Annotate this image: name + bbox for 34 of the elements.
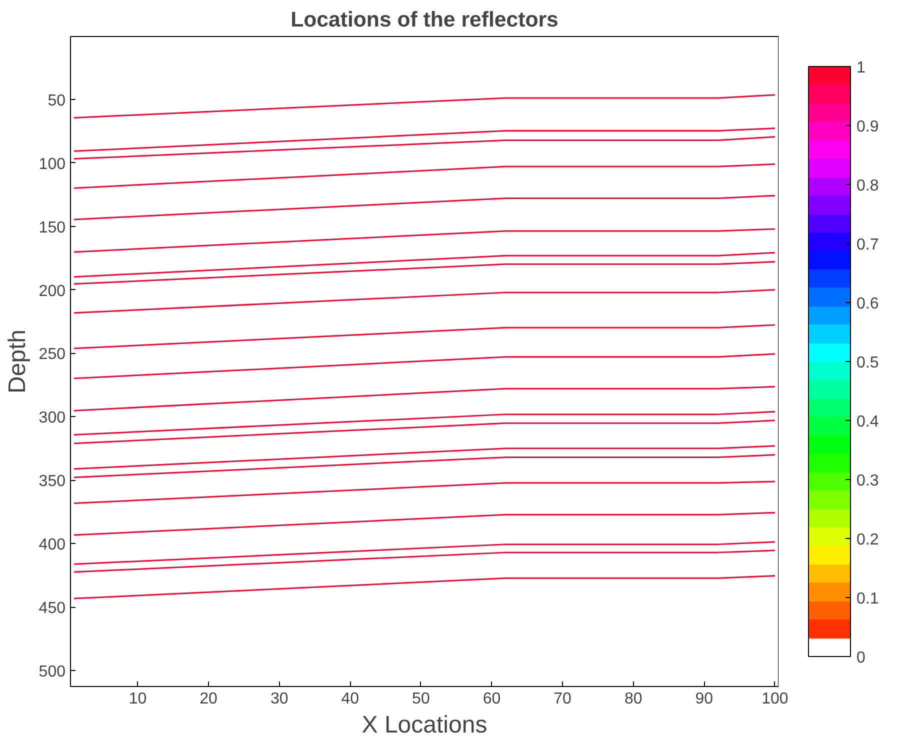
y-tick-label: 150 [38,219,66,236]
color-bar-label: 0.1 [856,590,879,608]
y-axis-title: Depth [4,329,31,394]
x-tick-label: 40 [341,690,360,708]
y-tick-label: 350 [38,473,66,490]
y-tick-label: 450 [38,600,66,618]
x-tick-label: 10 [128,690,147,708]
color-bar-label: 0.9 [856,118,879,136]
color-bar-label: 1 [856,60,866,76]
x-tick-label: 70 [554,690,572,708]
x-tick-label: 90 [695,690,714,708]
y-tick-label: 50 [48,92,66,110]
color-bar-label: 0.3 [856,472,879,490]
x-tick-label: 80 [624,690,642,708]
color-bar-label: 0.4 [856,414,879,430]
y-tick-label: 100 [38,156,66,173]
color-bar-label: 0.5 [856,354,879,372]
color-bar-label: 0.6 [856,296,879,312]
x-tick-label: 30 [270,690,288,708]
color-bar-label: 0.8 [856,178,879,194]
y-tick-label: 400 [38,536,66,554]
y-tick-label: 500 [38,664,66,681]
x-axis-title: X Locations [362,712,488,738]
x-tick-label: 100 [762,690,788,708]
y-tick-label: 250 [38,346,66,364]
color-bar-label: 0.7 [856,236,879,254]
x-tick-label: 50 [412,690,430,708]
y-tick-label: 200 [38,282,66,300]
y-tick-label: 300 [38,410,66,427]
x-tick-label: 20 [200,690,218,708]
x-tick-label: 60 [482,690,501,708]
color-bar-label: 0 [856,650,866,666]
color-bar-label: 0.2 [856,532,879,548]
chart-title: Locations of the reflectors [290,8,558,32]
